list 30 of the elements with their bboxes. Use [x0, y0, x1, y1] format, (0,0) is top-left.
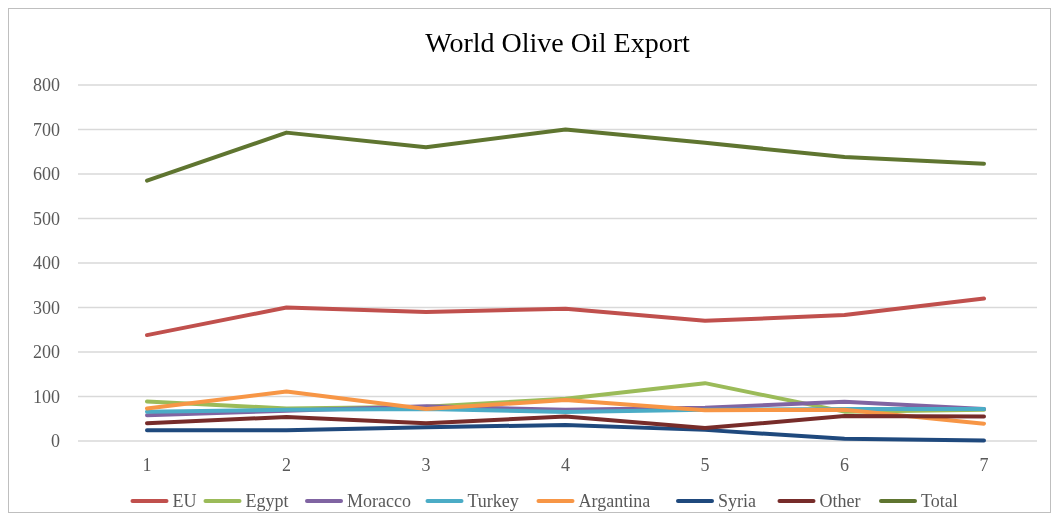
legend-label: Turkey: [467, 491, 519, 511]
line-series: [145, 414, 986, 431]
y-tick-label: 100: [33, 386, 60, 407]
x-tick-label: 2: [282, 455, 291, 475]
y-tick-label: 200: [33, 342, 60, 363]
x-tick-label: 1: [142, 455, 152, 475]
line-series: [145, 422, 986, 443]
legend-label: Argantina: [578, 491, 651, 511]
chart-title: World Olive Oil Export: [425, 27, 690, 58]
x-tick-label: 6: [840, 455, 849, 475]
y-tick-label: 800: [33, 75, 60, 96]
y-tick-label: 0: [51, 431, 60, 452]
line-series: [145, 296, 986, 338]
x-tick-label: 5: [700, 455, 710, 475]
legend-label: Syria: [718, 491, 757, 511]
legend-label: Total: [921, 491, 958, 511]
y-tick-label: 500: [33, 208, 60, 229]
x-tick-label: 4: [561, 455, 570, 475]
y-tick-label: 700: [33, 119, 60, 140]
legend-label: Egypt: [245, 491, 289, 511]
y-tick-label: 300: [33, 297, 60, 318]
y-tick-label: 600: [33, 164, 60, 185]
line-series: [145, 389, 986, 426]
line-series: [145, 127, 986, 183]
legend-label: EU: [172, 491, 197, 511]
legend-label: Moracco: [347, 491, 411, 511]
y-tick-label: 400: [33, 253, 60, 274]
x-tick-label: 3: [421, 455, 431, 475]
x-tick-label: 7: [979, 455, 989, 475]
legend-label: Other: [819, 491, 861, 511]
